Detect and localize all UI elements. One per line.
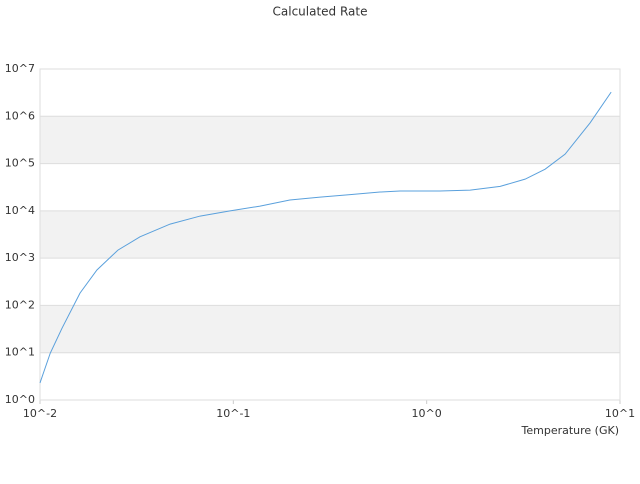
x-tick-label: 10^1 bbox=[605, 407, 635, 420]
grid-band bbox=[40, 210, 620, 259]
data-line bbox=[39, 91, 612, 384]
y-tick-label: 10^3 bbox=[5, 251, 35, 264]
y-tick-label: 10^7 bbox=[5, 62, 35, 75]
chart-title: Calculated Rate bbox=[273, 5, 368, 19]
grid-band bbox=[40, 305, 620, 353]
y-tick-label: 10^4 bbox=[5, 204, 35, 217]
y-tick-label: 10^1 bbox=[5, 346, 35, 359]
x-tick-label: 10^-2 bbox=[23, 407, 57, 420]
x-tick-label: 10^0 bbox=[412, 407, 442, 420]
x-axis-label: Temperature (GK) bbox=[521, 424, 620, 437]
y-tick-label: 10^2 bbox=[5, 298, 35, 311]
grid-band bbox=[40, 116, 620, 164]
plot-border bbox=[39, 68, 621, 401]
y-tick-label: 10^0 bbox=[5, 393, 35, 406]
y-tick-label: 10^6 bbox=[5, 109, 35, 122]
y-tick-label: 10^5 bbox=[5, 157, 35, 170]
x-tick-label: 10^-1 bbox=[216, 407, 250, 420]
